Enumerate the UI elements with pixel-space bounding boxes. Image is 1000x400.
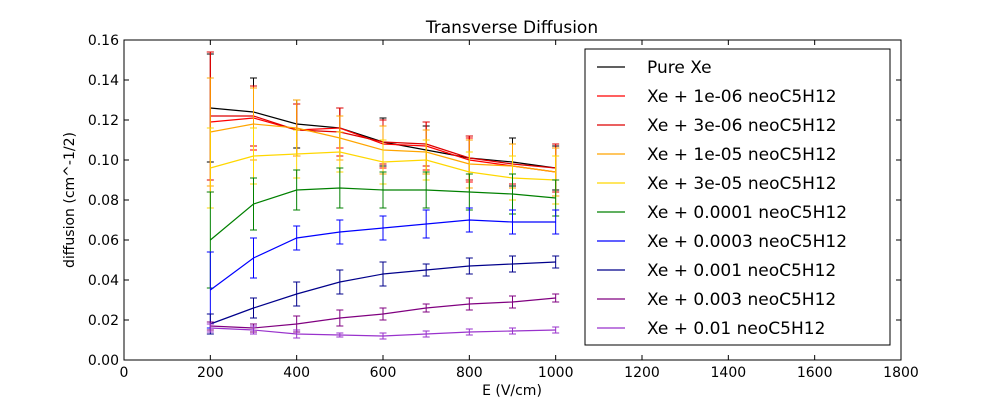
series-7 — [206, 255, 560, 335]
legend-entry: Xe + 3e-05 neoC5H12 — [597, 174, 837, 194]
x-tick-label: 600 — [370, 365, 397, 381]
legend-entry: Pure Xe — [597, 58, 712, 78]
y-tick-label: 0.02 — [88, 313, 119, 329]
series-line — [210, 151, 556, 181]
legend-label: Xe + 0.0001 neoC5H12 — [647, 203, 847, 223]
legend-label: Xe + 3e-05 neoC5H12 — [647, 174, 837, 194]
legend-entry: Xe + 1e-06 neoC5H12 — [597, 87, 837, 107]
y-tick-label: 0.00 — [88, 353, 119, 369]
series-line — [210, 297, 556, 329]
series-line — [209, 219, 556, 291]
legend-entry: Xe + 3e-06 neoC5H12 — [597, 116, 837, 136]
legend-label: Pure Xe — [647, 58, 712, 78]
x-tick-label: 1400 — [711, 365, 747, 381]
legend-entry: Xe + 0.0001 neoC5H12 — [597, 203, 847, 223]
y-tick-label: 0.04 — [88, 273, 119, 289]
legend-entry: Xe + 0.003 neoC5H12 — [597, 290, 836, 310]
y-axis: 0.00 0.02 0.04 0.06 0.08 0.10 0.12 0.14 0.16 — [88, 33, 901, 369]
x-tick-label: 400 — [283, 365, 310, 381]
series-line — [210, 327, 556, 337]
y-tick-label: 0.10 — [88, 153, 119, 169]
y-tick-label: 0.12 — [88, 113, 119, 129]
legend-box — [584, 48, 891, 346]
x-tick-label: 0 — [120, 365, 129, 381]
legend-entry: Xe + 0.0003 neoC5H12 — [597, 232, 847, 252]
legend-label: Xe + 0.003 neoC5H12 — [647, 290, 836, 310]
x-tick-label: 200 — [197, 365, 224, 381]
legend-label: Xe + 1e-06 neoC5H12 — [647, 87, 837, 107]
y-tick-label: 0.06 — [88, 233, 119, 249]
x-axis: 0 200 400 600 800 1000 1200 1400 1600 1800 — [120, 40, 919, 381]
legend-entry: Xe + 0.001 neoC5H12 — [597, 261, 836, 281]
plot-area — [123, 39, 902, 361]
x-tick-label: 1000 — [538, 365, 574, 381]
x-tick-label: 1200 — [624, 365, 660, 381]
x-tick-label: 800 — [456, 365, 483, 381]
series-line — [209, 187, 556, 241]
legend-label: Xe + 0.01 neoC5H12 — [647, 319, 825, 339]
legend: Pure Xe Xe + 1e-06 neoC5H12 Xe + 3e-06 neo… — [584, 48, 891, 346]
legend-label: Xe + 3e-06 neoC5H12 — [647, 116, 837, 136]
series-9 — [206, 323, 560, 340]
legend-entry: Xe + 0.01 neoC5H12 — [597, 319, 825, 339]
y-tick-label: 0.16 — [88, 33, 119, 49]
x-axis-label: E (V/cm) — [482, 383, 542, 399]
legend-entry: Xe + 1e-05 neoC5H12 — [597, 145, 837, 165]
series-line — [210, 261, 556, 325]
legend-label: Xe + 0.0003 neoC5H12 — [647, 232, 847, 252]
legend-label: Xe + 1e-05 neoC5H12 — [647, 145, 837, 165]
series-8 — [206, 293, 560, 333]
legend-label: Xe + 0.001 neoC5H12 — [647, 261, 836, 281]
y-axis-label: diffusion (cm^-1/2) — [62, 132, 78, 268]
y-tick-label: 0.08 — [88, 193, 119, 209]
chart-title: Transverse Diffusion — [425, 18, 598, 38]
x-tick-label: 1800 — [883, 365, 919, 381]
y-tick-label: 0.14 — [88, 73, 119, 89]
x-tick-label: 1600 — [797, 365, 833, 381]
